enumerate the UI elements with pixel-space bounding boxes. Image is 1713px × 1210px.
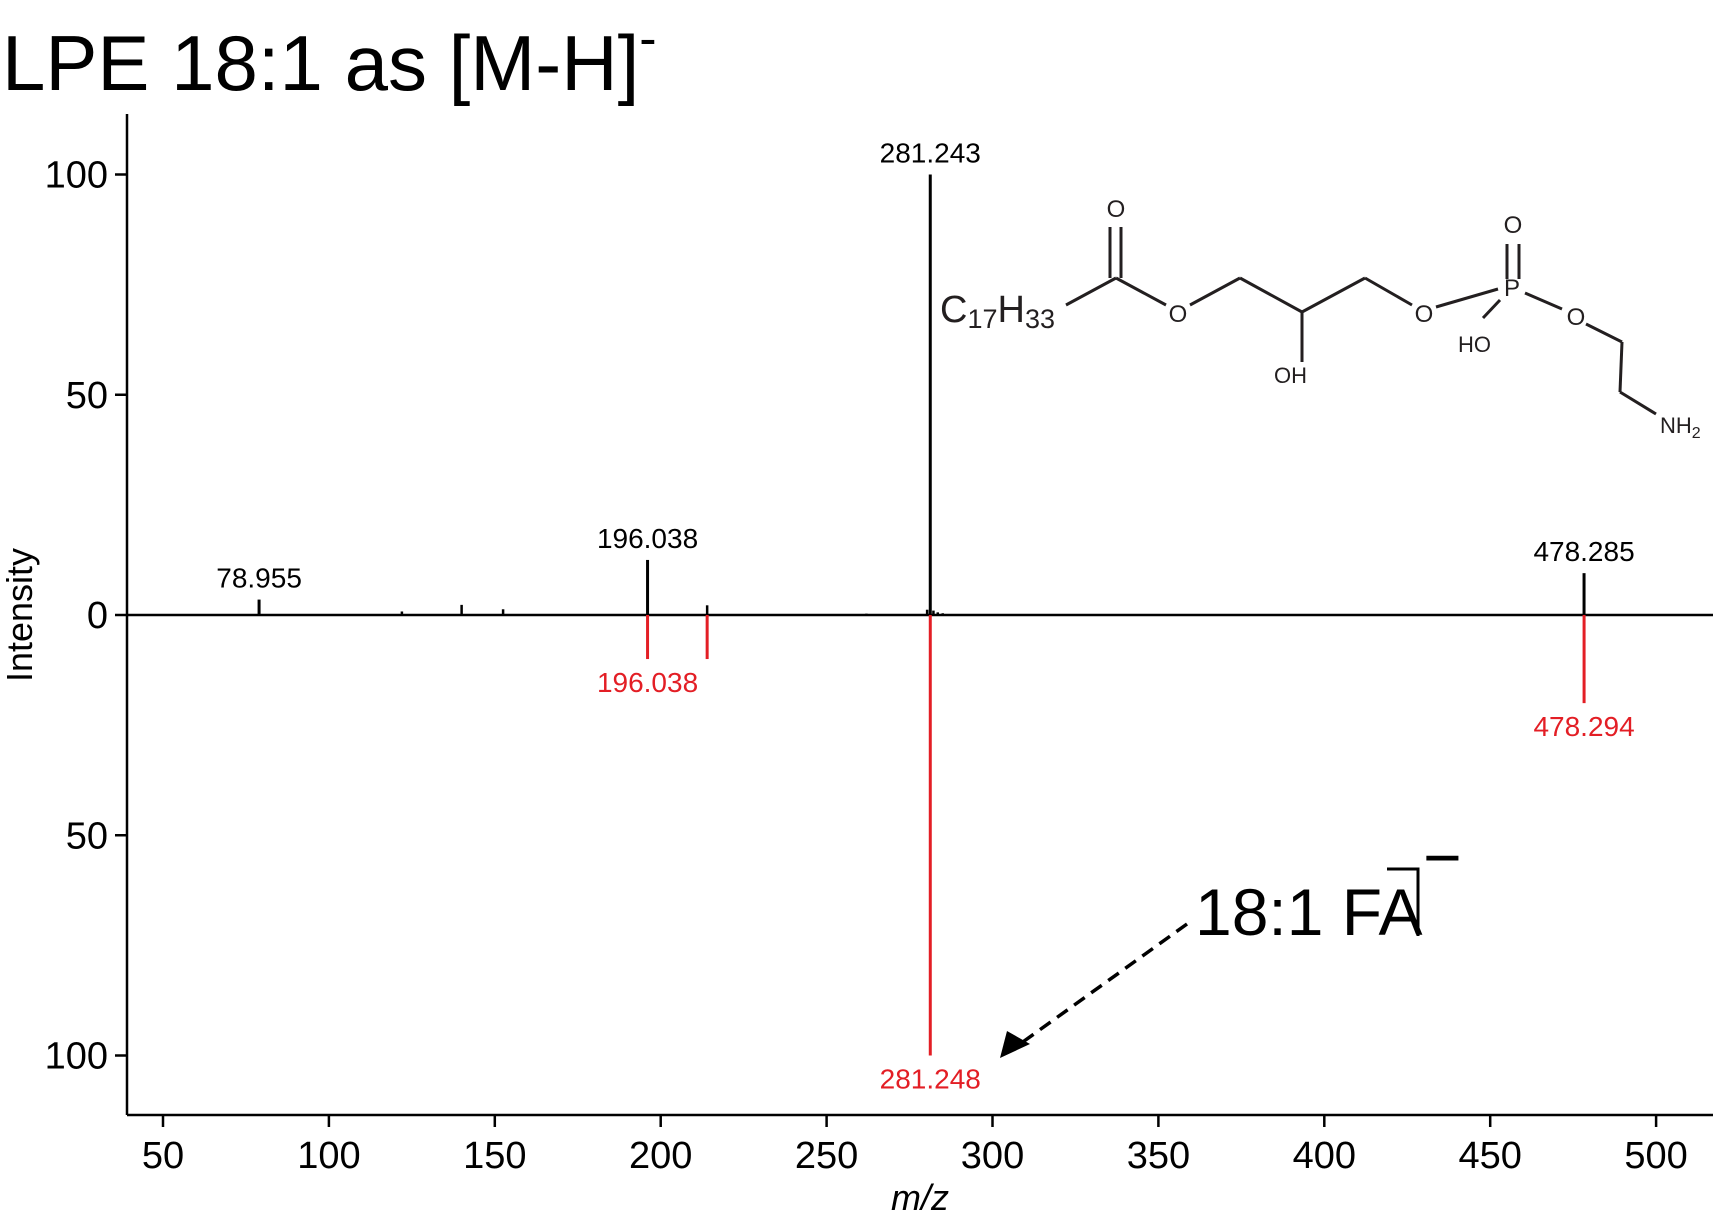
experimental-peak-label: 196.038 — [597, 523, 698, 554]
hydroxyl-oh: OH — [1274, 363, 1307, 388]
x-ticks: 50 100 150 200 250 300 350 400 450 500 — [142, 1115, 1688, 1177]
reference-peak-label: 478.294 — [1533, 711, 1634, 742]
x-tick-label: 300 — [961, 1135, 1024, 1177]
x-tick-label: 250 — [795, 1135, 858, 1177]
x-tick-label: 400 — [1293, 1135, 1356, 1177]
chart-title: LPE 18:1 as [M-H]- — [2, 10, 657, 107]
fa-annotation-arrowhead — [1000, 1031, 1030, 1058]
chain-c: C — [940, 289, 967, 331]
amine-nh: NH — [1660, 413, 1692, 438]
chain-sub1: 17 — [967, 304, 997, 334]
y-axis-label: Intensity — [0, 548, 40, 682]
x-tick-label: 150 — [463, 1135, 526, 1177]
svg-text:C17H33: C17H33 — [940, 289, 1055, 334]
chain-h: H — [998, 289, 1025, 331]
y-tick-label: 50 — [66, 815, 108, 857]
reference-peak-label: 196.038 — [597, 667, 698, 698]
x-tick-label: 450 — [1458, 1135, 1521, 1177]
y-tick-label: 100 — [45, 155, 108, 197]
svg-text:NH2: NH2 — [1660, 413, 1701, 442]
x-tick-label: 50 — [142, 1135, 184, 1177]
x-tick-label: 350 — [1127, 1135, 1190, 1177]
x-tick-label: 100 — [297, 1135, 360, 1177]
phosphate-o2: O — [1567, 304, 1586, 331]
chain-sub2: 33 — [1025, 304, 1055, 334]
experimental-peak-label: 478.285 — [1533, 536, 1634, 567]
y-ticks: 100 50 0 50 100 — [45, 155, 127, 1078]
experimental-peak-label: 281.243 — [880, 138, 981, 169]
reference-peak-label: 281.248 — [880, 1064, 981, 1095]
x-tick-label: 200 — [629, 1135, 692, 1177]
reference-peaks — [646, 615, 1586, 1056]
structure-bonds — [1065, 227, 1657, 416]
chemical-structure: C17H33 O O OH O P O HO O NH2 — [940, 196, 1701, 442]
fa-annotation-bracket — [1387, 867, 1420, 936]
axes — [125, 114, 1713, 1117]
chart-title-main: LPE 18:1 as [M-H] — [2, 19, 639, 107]
fa-annotation: 18:1 FA − — [1000, 820, 1462, 1058]
chart-title-charge: - — [639, 10, 656, 68]
x-tick-label: 500 — [1624, 1135, 1687, 1177]
x-axis-label: m/z — [891, 1177, 949, 1210]
phosphate-o-double: O — [1504, 212, 1523, 239]
structure-labels: C17H33 O O OH O P O HO O NH2 — [940, 196, 1701, 442]
ester-o: O — [1169, 301, 1188, 328]
fa-annotation-label: 18:1 FA — [1195, 875, 1423, 949]
y-tick-label: 100 — [45, 1036, 108, 1078]
phosphorus-p: P — [1504, 275, 1520, 302]
peak-labels: 78.955 196.038 281.243 478.285 196.038 281.24… — [216, 138, 1634, 1095]
experimental-peaks — [257, 174, 1586, 615]
y-tick-label: 0 — [87, 595, 108, 637]
experimental-peak-label: 78.955 — [216, 563, 302, 594]
phosphate-oh: HO — [1458, 332, 1491, 357]
y-tick-label: 50 — [66, 375, 108, 417]
amine-sub: 2 — [1692, 425, 1701, 442]
phosphate-o1: O — [1415, 301, 1434, 328]
carbonyl-o: O — [1107, 196, 1126, 223]
fa-annotation-arrow-line — [1018, 922, 1189, 1046]
fa-annotation-charge: − — [1423, 820, 1462, 894]
